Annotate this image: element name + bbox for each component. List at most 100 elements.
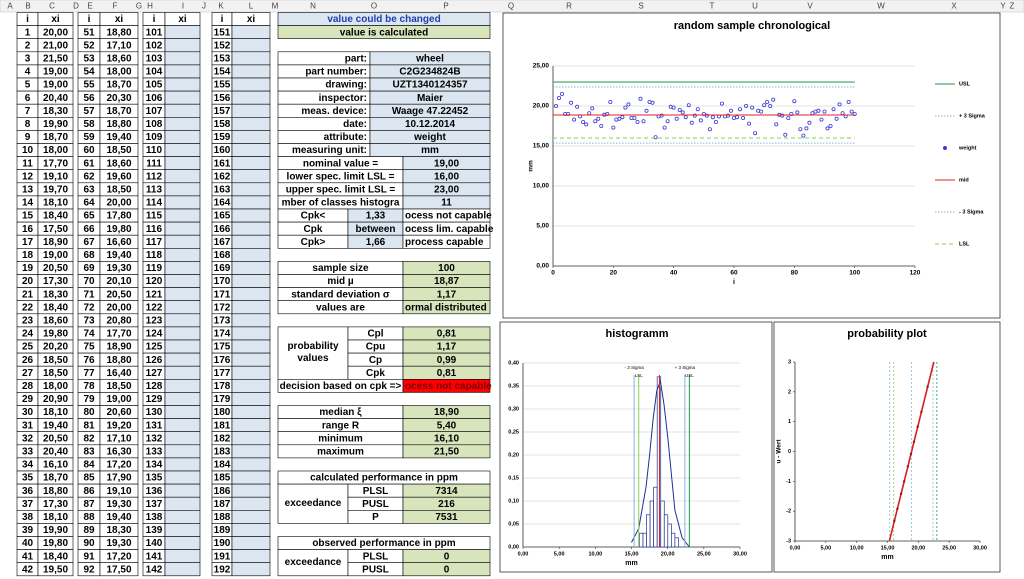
input-cell: [231, 392, 271, 406]
xi-value: 20,50: [106, 289, 131, 300]
input-cell: [231, 562, 271, 577]
input-cell: [164, 234, 201, 249]
xi-value: 19,90: [43, 119, 68, 130]
index: 71: [83, 289, 95, 300]
input-cell: [164, 470, 201, 485]
column-header: V: [807, 2, 813, 11]
index: 134: [146, 460, 163, 471]
x-axis-label: mm: [625, 560, 637, 567]
ppm-value: 0: [444, 564, 450, 575]
xi-value: 17,20: [106, 551, 131, 562]
index-value: 0,81: [437, 329, 457, 340]
data-point: [816, 108, 821, 113]
xi-value: 19,30: [106, 499, 131, 510]
data-point: [593, 119, 598, 124]
data-point: [926, 385, 929, 388]
xi-value: 18,90: [43, 237, 68, 248]
xi-value: 17,20: [106, 460, 131, 471]
index: 124: [146, 329, 163, 340]
block-label-cell: [277, 549, 349, 577]
index: 73: [83, 315, 95, 326]
rule-label: Cpk>: [301, 237, 326, 248]
column-title: xi: [178, 14, 187, 25]
xi-value: 19,40: [106, 250, 131, 261]
x-tick-label: 120: [910, 270, 921, 277]
probability-label: probability values: [287, 341, 339, 365]
index: 41: [22, 551, 34, 562]
ppm-label: PLSL: [363, 486, 389, 497]
data-point: [695, 107, 700, 112]
xi-value: 19,80: [106, 224, 131, 235]
xi-value: 20,80: [106, 315, 131, 326]
data-point: [599, 124, 604, 129]
input-cell: [231, 313, 271, 328]
index: 118: [146, 250, 163, 261]
stat-label: standard deviation σ: [291, 289, 390, 300]
index: 114: [146, 198, 163, 209]
xi-value: 19,00: [43, 250, 68, 261]
xi-value: 19,10: [43, 171, 68, 182]
info-value: wheel: [415, 53, 444, 64]
index-label: Cpk: [366, 368, 385, 379]
input-cell: [164, 64, 201, 79]
column-title: xi: [247, 14, 256, 25]
data-point: [741, 116, 746, 121]
index: 62: [83, 171, 95, 182]
input-cell: [164, 221, 201, 236]
xi-value: 17,10: [106, 40, 131, 51]
xi-value: 19,50: [43, 564, 68, 575]
xi-value: 18,50: [106, 184, 131, 195]
column-header: N: [310, 2, 316, 11]
input-cell: [231, 182, 271, 197]
index: 29: [22, 394, 34, 405]
index: 5: [25, 80, 31, 91]
data-point: [635, 120, 640, 125]
input-cell: [231, 496, 271, 511]
index: 54: [83, 67, 95, 78]
histogram-bar: [649, 500, 654, 548]
xi-value: 20,00: [106, 198, 131, 209]
stat-value: 16,10: [434, 433, 459, 444]
index: 57: [83, 106, 95, 117]
rule-value: 1,66: [366, 237, 386, 248]
index: 37: [22, 499, 34, 510]
xi-value: 19,20: [106, 420, 131, 431]
histogram-bar: [667, 523, 672, 548]
input-cell: [231, 38, 271, 53]
info-label: part:: [345, 53, 367, 64]
index: 59: [83, 132, 95, 143]
data-point: [620, 115, 625, 120]
index: 161: [214, 158, 231, 169]
xi-value: 18,40: [43, 211, 68, 222]
xi-value: 19,40: [106, 512, 131, 523]
y-tick-label: 0,35: [508, 383, 519, 389]
x-axis-label: i: [733, 279, 735, 286]
data-point: [744, 104, 749, 109]
input-cell: [164, 536, 201, 550]
index: 68: [83, 250, 95, 261]
ppm-label: PLSL: [363, 551, 389, 562]
index: 39: [22, 525, 34, 536]
x-tick-label: 80: [791, 270, 799, 277]
xi-value: 17,10: [106, 433, 131, 444]
input-cell: [231, 523, 271, 537]
xi-value: 18,60: [106, 158, 131, 169]
ppm-value: 7314: [435, 486, 458, 497]
data-point: [650, 100, 655, 105]
index: 184: [214, 460, 231, 471]
data-point: [581, 120, 586, 125]
y-tick-label: 0,20: [508, 452, 519, 458]
spec-value: 16,00: [434, 171, 459, 182]
xi-value: 17,70: [106, 329, 131, 340]
data-point: [762, 103, 767, 108]
info-label: part number:: [305, 67, 367, 78]
info-value: 10.12.2014: [405, 119, 455, 130]
histogram-bar: [656, 376, 662, 548]
index: 25: [22, 342, 34, 353]
y-tick-label: 1: [788, 419, 791, 425]
index: 9: [25, 132, 31, 143]
xi-value: 17,80: [106, 211, 131, 222]
index: 51: [83, 27, 95, 38]
xi-value: 18,30: [43, 106, 68, 117]
input-cell: [231, 300, 271, 315]
